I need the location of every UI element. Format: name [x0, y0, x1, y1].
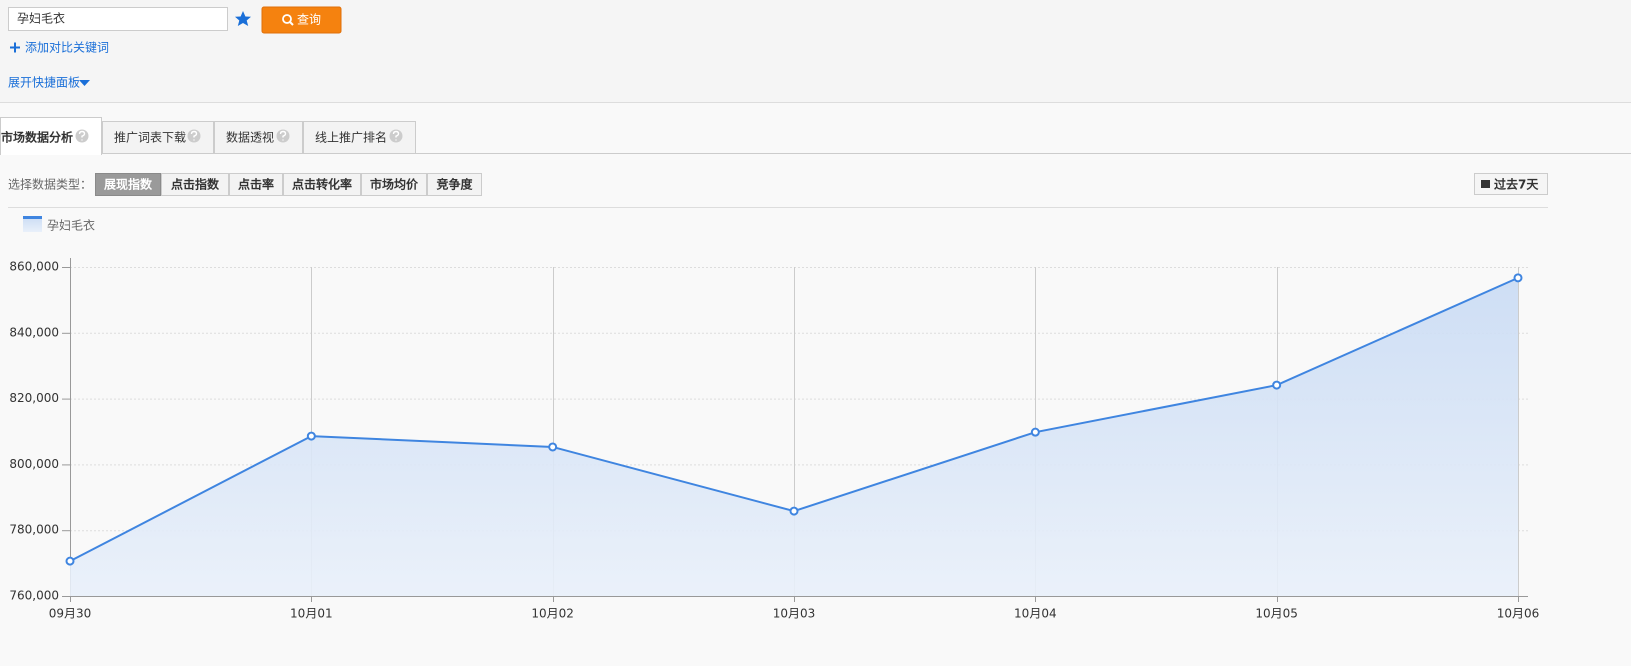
- expand-arrow: [79, 80, 90, 86]
- y-tick-label: 860,000: [9, 260, 59, 274]
- help-mark: [392, 130, 400, 141]
- x-tick-label: 10月03: [773, 607, 816, 621]
- point: [306, 431, 316, 441]
- data-type-label: 点击率: [238, 177, 274, 192]
- calendar-icon: [1481, 180, 1490, 188]
- data-type-label: 展现指数: [104, 177, 153, 192]
- y-tick-label: 780,000: [9, 523, 59, 537]
- favorite-star[interactable]: [235, 11, 251, 26]
- data-type-button[interactable]: [161, 173, 229, 196]
- y-tick-label: 760,000: [9, 589, 59, 603]
- data-type-label: 点击指数: [171, 177, 220, 192]
- expand-panel-link[interactable]: 展开快捷面板: [8, 76, 80, 90]
- point: [1513, 273, 1523, 283]
- range-button-label: 过去7天: [1494, 177, 1539, 192]
- search-icon: [282, 14, 292, 24]
- x-tick-label: 10月04: [1014, 607, 1057, 621]
- y-tick-label: 800,000: [9, 457, 59, 471]
- y-tick-label: 840,000: [9, 325, 59, 339]
- point: [65, 556, 75, 566]
- data-type-label: 点击转化率: [292, 177, 352, 192]
- legend-label: 孕妇毛衣: [47, 218, 95, 233]
- tab[interactable]: [102, 121, 214, 154]
- add-keyword-link[interactable]: 添加对比关键词: [25, 41, 109, 55]
- x-tick-label: 10月02: [531, 607, 574, 621]
- area: [70, 277, 1518, 596]
- search-icon-handle: [289, 21, 294, 26]
- help-mark: [190, 130, 198, 141]
- search-button[interactable]: [261, 6, 342, 34]
- legend-swatch: [23, 216, 42, 232]
- x-tick-label: 10月06: [1497, 607, 1540, 621]
- data-type-button[interactable]: [361, 173, 427, 196]
- help-mark: [279, 130, 287, 141]
- data-type-button[interactable]: [95, 173, 161, 196]
- tab-label: 线上推广排名: [315, 130, 387, 145]
- data-type-button[interactable]: [229, 173, 283, 196]
- data-type-label: 选择数据类型：: [8, 177, 92, 192]
- point: [789, 506, 799, 516]
- tab-label: 数据透视: [226, 130, 274, 145]
- data-type-label: 竞争度: [436, 177, 473, 192]
- search-text: 孕妇毛衣: [17, 11, 65, 26]
- point: [548, 442, 558, 452]
- point: [1272, 380, 1282, 390]
- x-tick-label: 09月30: [49, 607, 92, 621]
- help-mark: [78, 130, 86, 141]
- search-button-label: 查询: [297, 13, 321, 27]
- y-tick-label: 820,000: [9, 391, 59, 405]
- tab-label: 推广词表下载: [114, 131, 186, 145]
- data-type-button[interactable]: [427, 173, 482, 196]
- tab-cover: [1, 152, 101, 155]
- data-type-label: 市场均价: [370, 177, 419, 192]
- search-input[interactable]: [8, 7, 228, 31]
- tab-label: 市场数据分析: [1, 130, 73, 145]
- plus-icon: [10, 42, 20, 53]
- point: [1030, 427, 1040, 437]
- x-tick-label: 10月05: [1255, 607, 1298, 621]
- range-button[interactable]: [1474, 173, 1548, 195]
- x-tick-label: 10月01: [290, 607, 333, 621]
- data-type-button[interactable]: [283, 173, 361, 196]
- legend-swatch-line: [23, 216, 42, 219]
